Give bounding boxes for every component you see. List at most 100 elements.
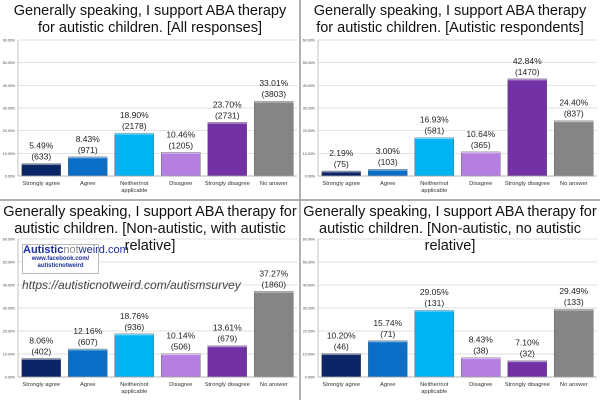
x-tick-label: Strongly agree	[322, 181, 360, 187]
y-tick-label: 40.00%	[303, 84, 316, 88]
data-label-count: (2178)	[122, 121, 147, 131]
y-tick-label: 20.00%	[303, 129, 316, 133]
bar-highlight	[114, 133, 154, 135]
data-label-count: (103)	[378, 157, 398, 167]
x-tick-label: Disagree	[169, 181, 192, 187]
data-label-percent: 42.84%	[513, 56, 542, 66]
bar	[461, 151, 501, 177]
data-label-count: (633)	[31, 152, 51, 162]
y-tick-label: 50.00%	[3, 261, 16, 265]
bar-highlight	[368, 340, 408, 343]
bar-highlight	[321, 353, 361, 356]
x-tick-label: Neither/not	[420, 181, 449, 187]
x-tick-label: Disagree	[169, 382, 192, 388]
chart-title-3: Generally speaking, I support ABA therap…	[0, 204, 300, 255]
title-line: Generally speaking, I support ABA therap…	[303, 204, 597, 220]
data-label-percent: 29.05%	[420, 287, 449, 297]
x-tick-label: applicable	[421, 188, 447, 194]
bar	[207, 345, 247, 378]
x-tick-label: Agree	[380, 181, 395, 187]
x-tick-label: Neither/not	[420, 382, 449, 388]
data-label-percent: 18.76%	[120, 311, 149, 321]
data-label-count: (936)	[124, 322, 144, 332]
x-tick-label: No answer	[560, 382, 588, 388]
y-tick-label: 10.00%	[303, 353, 316, 357]
data-label-count: (46)	[334, 342, 349, 352]
bar-highlight	[321, 171, 361, 173]
bar	[554, 120, 594, 177]
data-label-percent: 8.43%	[76, 134, 101, 144]
title-line: autistic children. [Non-autistic, no aut…	[319, 221, 581, 254]
data-label-count: (2731)	[215, 110, 240, 120]
data-label-percent: 3.00%	[376, 146, 401, 156]
y-tick-label: 0.00%	[5, 175, 16, 179]
chart-title-4: Generally speaking, I support ABA therap…	[300, 204, 600, 255]
bar	[21, 163, 61, 177]
data-label-count: (971)	[78, 145, 98, 155]
bar-highlight	[207, 122, 247, 124]
y-tick-label: 60.00%	[303, 39, 316, 43]
bar-highlight	[461, 357, 501, 360]
data-label-percent: 15.74%	[373, 318, 402, 328]
bar	[254, 291, 294, 378]
y-tick-label: 40.00%	[303, 284, 316, 288]
y-tick-label: 60.00%	[3, 39, 16, 43]
data-label-count: (75)	[334, 159, 349, 169]
bar-highlight	[507, 78, 547, 81]
data-label-percent: 18.90%	[120, 110, 149, 120]
y-tick-label: 20.00%	[3, 330, 16, 334]
bar	[507, 360, 547, 378]
y-tick-label: 40.00%	[3, 84, 16, 88]
logo-text: weird.com	[78, 244, 129, 256]
data-label-count: (402)	[31, 346, 51, 356]
title-line: for autistic children. [All responses]	[37, 20, 263, 36]
bar-highlight	[21, 163, 61, 166]
data-label-count: (837)	[564, 109, 584, 119]
y-tick-label: 50.00%	[3, 61, 16, 65]
bar	[161, 353, 201, 378]
x-tick-label: Disagree	[469, 382, 492, 388]
data-label-percent: 12.16%	[73, 326, 102, 336]
logo-text: Autistic	[23, 244, 64, 256]
bar	[68, 348, 108, 378]
data-label-count: (32)	[520, 349, 535, 359]
data-label-count: (131)	[424, 298, 444, 308]
bar	[321, 353, 361, 378]
chart-title-2: Generally speaking, I support ABA therap…	[300, 3, 600, 37]
x-tick-label: Agree	[380, 382, 395, 388]
data-label-count: (1470)	[515, 67, 540, 77]
y-tick-label: 60.00%	[3, 238, 16, 242]
data-label-count: (71)	[380, 329, 395, 339]
x-tick-label: Strongly agree	[322, 382, 360, 388]
x-tick-label: applicable	[121, 188, 147, 194]
bar-highlight	[507, 360, 547, 363]
x-tick-label: No answer	[260, 382, 288, 388]
bar-highlight	[161, 152, 201, 154]
y-tick-label: 30.00%	[303, 107, 316, 111]
data-label-count: (133)	[564, 297, 584, 307]
data-label-percent: 16.93%	[420, 115, 449, 125]
x-tick-label: No answer	[560, 181, 588, 187]
y-tick-label: 20.00%	[3, 129, 16, 133]
data-label-percent: 5.49%	[29, 141, 54, 151]
bar-highlight	[254, 101, 294, 103]
data-label-percent: 24.40%	[559, 98, 588, 108]
logo-sub: autisticnotweird	[37, 263, 84, 269]
x-tick-label: applicable	[421, 389, 447, 395]
bar-highlight	[21, 358, 61, 360]
data-label-percent: 10.14%	[166, 331, 195, 341]
data-label-percent: 2.19%	[329, 148, 354, 158]
bar	[207, 122, 247, 177]
bar-highlight	[254, 291, 294, 293]
bar-highlight	[68, 349, 108, 351]
bar	[114, 333, 154, 378]
bar	[68, 156, 108, 177]
x-tick-label: No answer	[260, 181, 288, 187]
data-label-percent: 10.64%	[466, 129, 495, 139]
x-tick-label: Strongly disagree	[205, 181, 250, 187]
title-line: Generally speaking, I support ABA therap…	[3, 204, 297, 220]
y-tick-label: 30.00%	[3, 307, 16, 311]
x-tick-label: Strongly disagree	[505, 382, 550, 388]
bar-highlight	[207, 345, 247, 348]
